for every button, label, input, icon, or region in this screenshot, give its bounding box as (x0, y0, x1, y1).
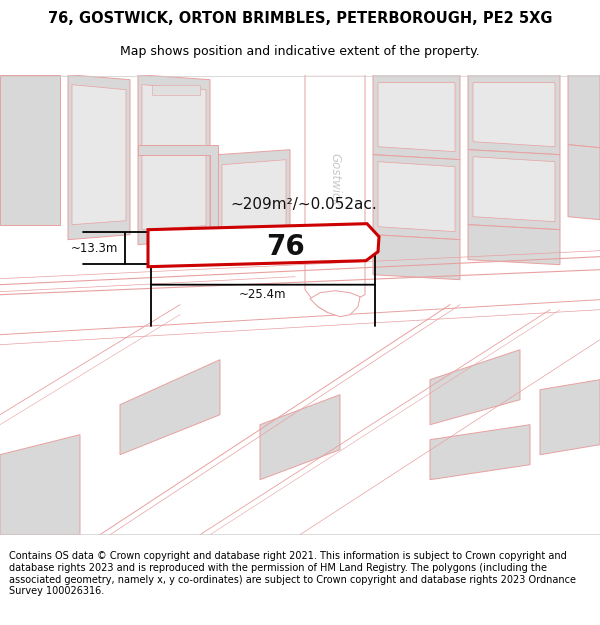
Polygon shape (148, 224, 379, 267)
Polygon shape (310, 291, 360, 317)
Polygon shape (373, 154, 460, 239)
Polygon shape (373, 234, 460, 280)
Polygon shape (473, 157, 555, 222)
Polygon shape (473, 82, 555, 147)
Text: 76, GOSTWICK, ORTON BRIMBLES, PETERBOROUGH, PE2 5XG: 76, GOSTWICK, ORTON BRIMBLES, PETERBOROU… (48, 11, 552, 26)
Text: Map shows position and indicative extent of the property.: Map shows position and indicative extent… (120, 46, 480, 58)
Polygon shape (468, 224, 560, 265)
Polygon shape (0, 435, 80, 534)
Text: ~209m²/~0.052ac.: ~209m²/~0.052ac. (230, 198, 377, 212)
Polygon shape (72, 84, 126, 224)
Polygon shape (568, 144, 600, 219)
Text: 76: 76 (266, 232, 304, 261)
Polygon shape (378, 162, 455, 232)
Polygon shape (305, 74, 365, 312)
Polygon shape (218, 149, 290, 244)
Polygon shape (430, 425, 530, 480)
Polygon shape (138, 74, 210, 244)
Text: Gostwick: Gostwick (329, 153, 341, 206)
Polygon shape (120, 359, 220, 455)
Polygon shape (430, 350, 520, 425)
Polygon shape (373, 74, 460, 159)
Polygon shape (468, 149, 560, 229)
Polygon shape (568, 74, 600, 148)
Polygon shape (378, 82, 455, 152)
Polygon shape (468, 74, 560, 154)
Text: Contains OS data © Crown copyright and database right 2021. This information is : Contains OS data © Crown copyright and d… (9, 551, 576, 596)
Text: ~13.3m: ~13.3m (71, 242, 118, 255)
Polygon shape (0, 74, 60, 224)
Text: ~25.4m: ~25.4m (239, 288, 287, 301)
Polygon shape (138, 144, 218, 239)
Polygon shape (540, 379, 600, 455)
Polygon shape (222, 159, 286, 229)
Polygon shape (260, 395, 340, 480)
Polygon shape (152, 84, 200, 94)
Polygon shape (68, 74, 130, 239)
Polygon shape (142, 84, 206, 229)
